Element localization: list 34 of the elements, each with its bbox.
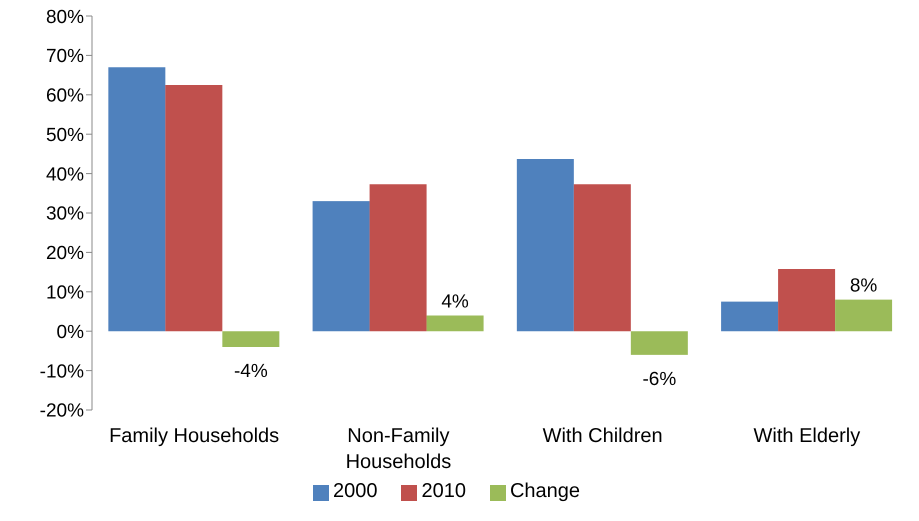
- bar: [370, 184, 427, 332]
- bar: [574, 184, 631, 332]
- y-tick-label: 40%: [46, 164, 84, 186]
- bar: [426, 315, 484, 332]
- legend-label: 2010: [421, 480, 466, 502]
- bar: [222, 331, 280, 347]
- bar: [721, 302, 778, 332]
- data-label: 8%: [850, 276, 878, 297]
- bar: [778, 268, 836, 332]
- x-tick-label: With Elderly: [754, 425, 860, 447]
- y-tick-label: 70%: [46, 46, 84, 68]
- y-tick-label: 50%: [46, 124, 84, 146]
- data-label: -6%: [642, 368, 676, 390]
- x-tick-label: Family Households: [109, 425, 280, 447]
- y-tick-label: 30%: [46, 204, 84, 225]
- y-tick-label: -20%: [40, 400, 84, 422]
- bar: [630, 331, 688, 355]
- bar: [835, 300, 892, 332]
- y-tick-label: 0%: [56, 322, 84, 343]
- y-tick-label: -10%: [40, 361, 84, 382]
- legend-label: 2000: [332, 480, 378, 502]
- bar: [165, 84, 222, 332]
- y-tick-label: 20%: [46, 243, 84, 264]
- x-tick-label: With Children: [542, 425, 663, 447]
- x-tick-label: Non-Family Households: [346, 425, 452, 473]
- bar: [312, 201, 370, 332]
- y-tick-label: 60%: [46, 86, 84, 107]
- data-label: -4%: [234, 360, 268, 382]
- y-tick-label: 10%: [46, 282, 84, 304]
- legend-label: Change: [510, 480, 580, 502]
- bar: [516, 159, 574, 332]
- data-label: 4%: [441, 291, 469, 312]
- y-tick-label: 80%: [46, 6, 84, 28]
- bar: [108, 67, 166, 332]
